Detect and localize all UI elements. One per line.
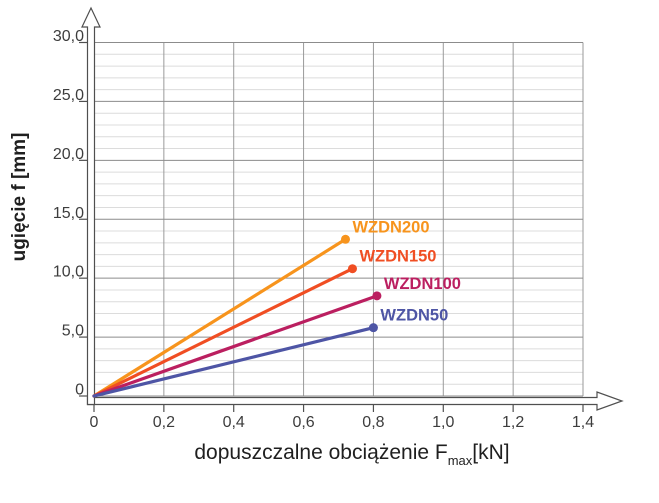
y-tick-label: 30,0 <box>53 28 84 45</box>
y-axis-arrow <box>81 6 101 406</box>
x-axis-arrow <box>86 391 624 411</box>
series-label-wzdn100: WZDN100 <box>384 275 461 293</box>
y-tick-label: 5,0 <box>62 323 84 340</box>
x-tick-label: 0 <box>90 414 99 431</box>
y-tick-label: 0 <box>75 382 84 399</box>
series-line-wzdn200 <box>92 237 348 398</box>
x-tick-label: 1,0 <box>432 414 454 431</box>
x-tick-label: 0,8 <box>362 414 384 431</box>
x-tick-label: 0,4 <box>223 414 245 431</box>
x-axis-title-text: dopuszczalne obciążenie F <box>194 441 448 464</box>
x-tick-label: 1,4 <box>572 414 594 431</box>
series-line-wzdn100 <box>92 294 379 398</box>
series-line-wzdn50 <box>92 326 376 398</box>
y-axis-title: ugięcie f [mm] <box>9 132 30 262</box>
y-tick-label: 25,0 <box>53 87 84 104</box>
series-line-wzdn150 <box>92 267 355 398</box>
x-tick-label: 0,2 <box>153 414 175 431</box>
series-label-wzdn150: WZDN150 <box>359 248 436 266</box>
series-label-wzdn200: WZDN200 <box>352 218 429 236</box>
x-axis-title: dopuszczalne obciążenie Fmax[kN] <box>170 441 534 468</box>
series-endpoint-wzdn100 <box>372 291 382 301</box>
y-tick-label: 10,0 <box>53 264 84 281</box>
x-axis-title-unit: [kN] <box>472 441 510 464</box>
y-tick-label: 20,0 <box>53 146 84 163</box>
series-endpoint-wzdn50 <box>368 323 378 333</box>
series-label-wzdn50: WZDN50 <box>380 307 448 325</box>
series-endpoint-wzdn150 <box>347 264 357 274</box>
y-tick-label: 15,0 <box>53 205 84 222</box>
x-tick-label: 1,2 <box>502 414 524 431</box>
x-tick-label: 0,6 <box>292 414 314 431</box>
x-axis-title-subscript: max <box>447 453 473 468</box>
series-endpoint-wzdn200 <box>340 234 350 244</box>
